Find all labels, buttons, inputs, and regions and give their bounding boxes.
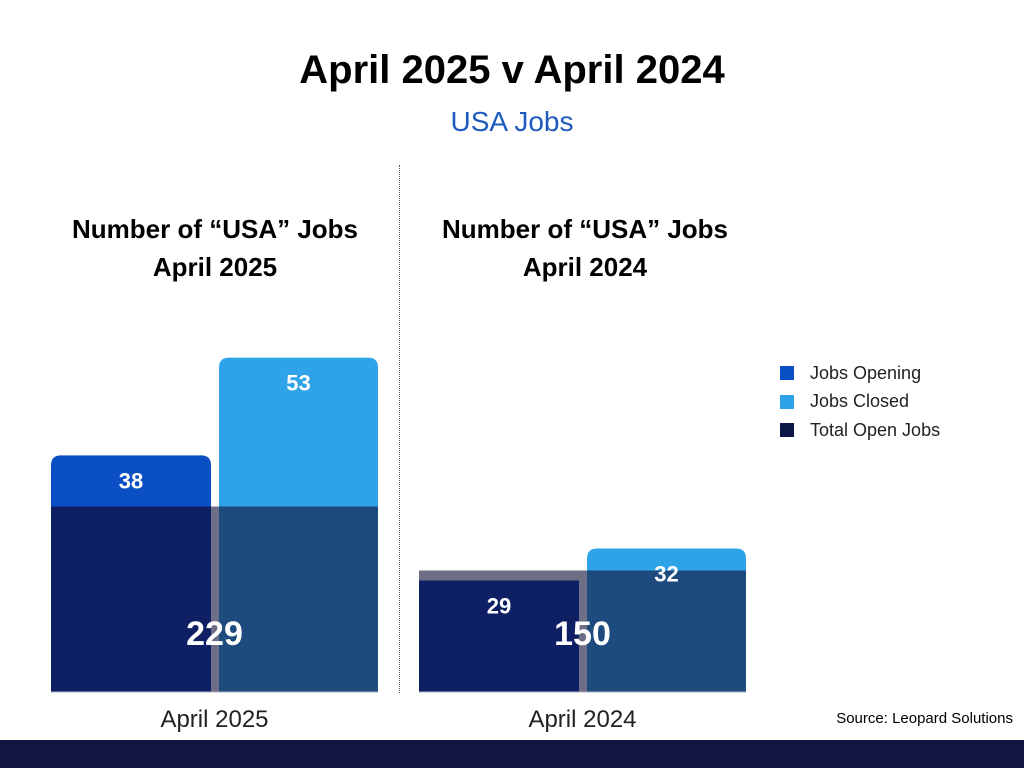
chart-subtitle: USA Jobs [450, 106, 574, 137]
data-label-jobs-closed: 32 [654, 562, 678, 587]
footer-bar [0, 740, 1024, 768]
data-label-total-open-jobs: 150 [554, 615, 611, 653]
legend-swatch-jobs-opening [780, 366, 794, 381]
x-tick-label: April 2024 [528, 706, 636, 733]
source-note: Source: Leopard Solutions [836, 710, 1013, 727]
panel-title-line2: April 2025 [152, 252, 278, 282]
legend-label: Total Open Jobs [810, 419, 941, 440]
total-overlay-right [587, 570, 746, 692]
data-label-jobs-opening: 29 [487, 594, 511, 619]
bar-chart: 38 53 229 April 2025 29 32 150 April 2024 [51, 357, 746, 733]
panel-title-line1: Number of “USA” Jobs [71, 214, 359, 244]
legend: Jobs Opening Jobs Closed Total Open Jobs [780, 359, 940, 445]
chart-title: April 2025 v April 2024 [299, 48, 725, 92]
legend-swatch-jobs-closed [780, 394, 794, 409]
legend-item-jobs-opening: Jobs Opening [780, 359, 940, 388]
legend-label: Jobs Closed [810, 391, 910, 412]
panel-title-april-2025: Number of “USA” Jobs April 2025 [45, 210, 385, 286]
panel-divider [399, 165, 400, 693]
total-overlay-left [51, 506, 211, 692]
panel-title-line1: Number of “USA” Jobs [441, 214, 729, 244]
x-tick-label: April 2025 [160, 706, 268, 733]
legend-label: Jobs Opening [810, 362, 922, 383]
data-label-total-open-jobs: 229 [186, 615, 243, 653]
data-label-jobs-closed: 53 [286, 371, 310, 396]
legend-item-jobs-closed: Jobs Closed [780, 388, 940, 417]
legend-swatch-total-open-jobs [780, 423, 794, 438]
panel-title-line2: April 2024 [522, 252, 648, 282]
legend-item-total-open-jobs: Total Open Jobs [780, 416, 940, 445]
total-overlay-left [419, 580, 579, 692]
panel-title-april-2024: Number of “USA” Jobs April 2024 [415, 210, 755, 286]
data-label-jobs-opening: 38 [119, 468, 143, 493]
total-overlay-right [219, 506, 378, 692]
